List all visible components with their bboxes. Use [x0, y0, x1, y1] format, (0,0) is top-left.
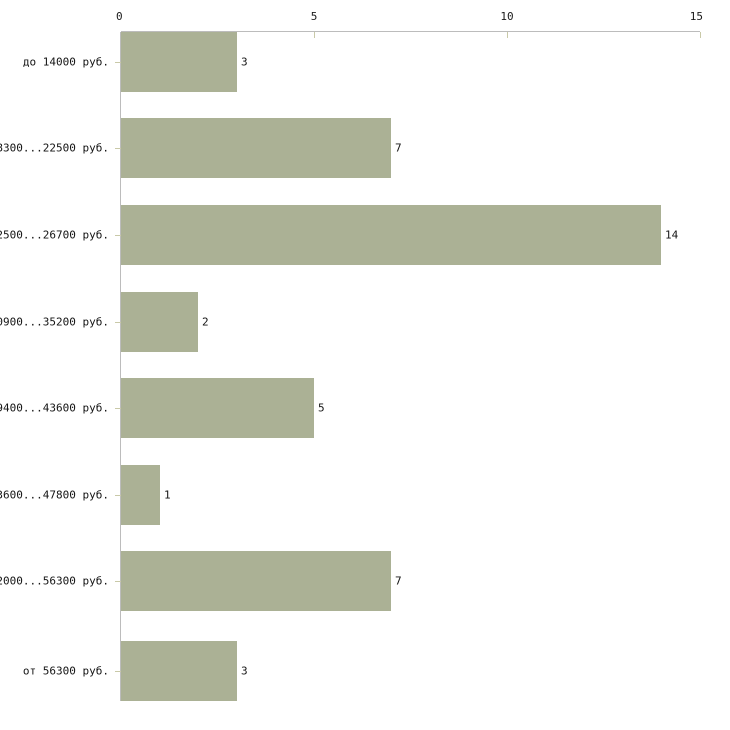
bar [121, 32, 237, 92]
y-axis-tick [115, 322, 121, 323]
bar-value-label: 3 [241, 55, 248, 69]
x-axis-tick-label: 0 [116, 10, 123, 23]
bar-value-label: 7 [395, 141, 402, 155]
bar-value-label: 1 [164, 488, 171, 502]
y-axis-category-label: 30900...35200 руб. [0, 315, 109, 329]
y-axis-category-label: от 56300 руб. [22, 664, 109, 678]
bar-value-label: 2 [202, 315, 209, 329]
y-axis-category-label: 52000...56300 руб. [0, 574, 109, 588]
bar-value-label: 14 [665, 228, 679, 242]
y-axis-tick [115, 581, 121, 582]
y-axis-tick [115, 495, 121, 496]
y-axis-tick [115, 235, 121, 236]
bar-value-label: 7 [395, 574, 402, 588]
bar [121, 292, 198, 352]
x-axis-tick-label: 10 [500, 10, 514, 23]
y-axis-tick [115, 62, 121, 63]
x-axis-tick [507, 32, 508, 38]
bar [121, 118, 391, 178]
x-axis-tick-label: 5 [310, 10, 318, 23]
bar [121, 378, 314, 438]
y-axis-tick [115, 671, 121, 672]
y-axis-category-label: до 14000 руб. [22, 55, 109, 69]
y-axis-tick [115, 148, 121, 149]
x-axis-tick-label: 15 [689, 10, 703, 23]
bar-value-label: 3 [241, 664, 248, 678]
y-axis-category-label: 39400...43600 руб. [0, 401, 109, 415]
y-axis-category-label: 18300...22500 руб. [0, 141, 109, 155]
x-axis-tick [700, 32, 701, 38]
y-axis-category-label: 43600...47800 руб. [0, 488, 109, 502]
bar [121, 641, 237, 701]
x-axis-tick [314, 32, 315, 38]
x-axis-line [121, 31, 700, 32]
bar [121, 205, 661, 265]
bar [121, 551, 391, 611]
y-axis-category-label: 22500...26700 руб. [0, 228, 109, 242]
bar-value-label: 5 [318, 401, 325, 415]
y-axis-tick [115, 408, 121, 409]
y-axis-line [120, 32, 121, 701]
bar [121, 465, 160, 525]
